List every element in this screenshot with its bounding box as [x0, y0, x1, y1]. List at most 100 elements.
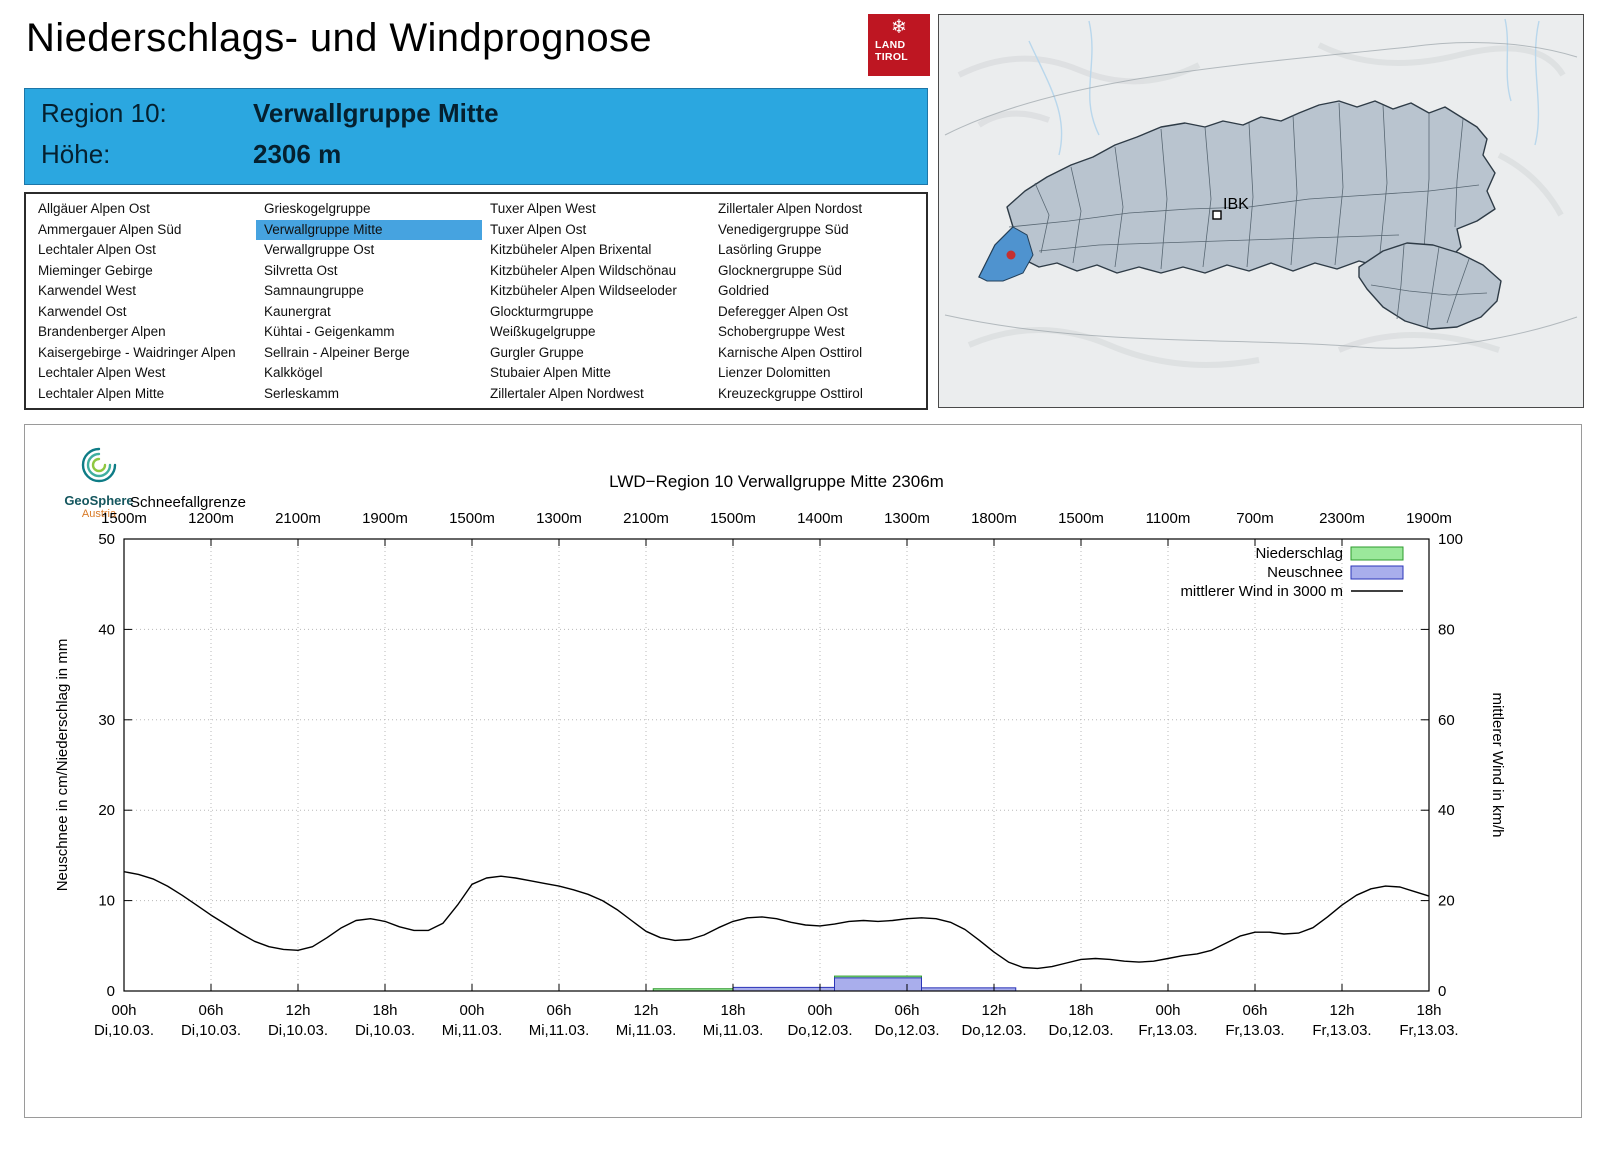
region-list-item[interactable]: Ammergauer Alpen Süd: [38, 221, 182, 237]
land-logo-line2: TIROL: [875, 50, 908, 63]
region-list-item[interactable]: Verwallgruppe Ost: [264, 242, 375, 257]
snowline-value: 1900m: [1406, 510, 1452, 527]
region-list-item[interactable]: Zillertaler Alpen Nordwest: [490, 385, 644, 401]
y-tick-label-right: 0: [1438, 983, 1446, 1000]
snowline-label: Schneefallgrenze: [130, 494, 246, 511]
page-title: Niederschlags- und Windprognose: [26, 16, 653, 60]
region-list-item[interactable]: Glockturmgruppe: [490, 303, 594, 319]
region-list-item[interactable]: Lasörling Gruppe: [718, 242, 822, 257]
x-tick-label-time: 12h: [981, 1002, 1006, 1019]
x-tick-label-date: Di,10.03.: [268, 1022, 328, 1039]
region-list-column: Tuxer Alpen West Tuxer Alpen Ost Kitzbühel…: [482, 199, 710, 408]
y-tick-label-right: 20: [1438, 893, 1455, 910]
region-list-item[interactable]: Lechtaler Alpen Mitte: [38, 385, 165, 401]
region-list-item[interactable]: Kaunergrat: [264, 303, 331, 319]
region-list-item[interactable]: Karnische Alpen Osttirol: [718, 344, 863, 360]
region-list-item[interactable]: Sellrain - Alpeiner Berge: [264, 344, 410, 360]
legend-label: mittlerer Wind in 3000 m: [1180, 583, 1343, 600]
y-axis-label-right: mittlerer Wind in km/h: [1489, 692, 1506, 837]
chart-title: LWD−Region 10 Verwallgruppe Mitte 2306m: [609, 472, 944, 491]
region-list-item[interactable]: Samnaungruppe: [264, 283, 364, 298]
forecast-chart-panel: GeoSphere Austria 00h Di,10.03. 1500m 06h Di…: [24, 424, 1582, 1118]
tirol-eagle-icon: ❄: [891, 17, 907, 38]
region-list: Allgäuer Alpen Ost Ammergauer Alpen Süd Le…: [24, 192, 928, 410]
region-list-item[interactable]: Kitzbüheler Alpen Brixental: [490, 242, 652, 257]
land-tirol-logo: ❄ LAND TIROL: [868, 14, 930, 76]
y-tick-label-left: 50: [98, 531, 115, 548]
x-tick-label-date: Fr,13.03.: [1399, 1022, 1458, 1039]
x-tick-label-date: Do,12.03.: [1048, 1022, 1113, 1039]
y-tick-label-right: 40: [1438, 802, 1455, 819]
snowline-value: 1800m: [971, 510, 1017, 527]
snow-bar: [834, 977, 922, 992]
x-tick-label-time: 18h: [372, 1002, 397, 1019]
region-list-item[interactable]: Goldried: [718, 283, 770, 298]
region-list-item[interactable]: Kreuzeckgruppe Osttirol: [718, 385, 863, 401]
legend-swatch: [1350, 546, 1404, 561]
region-header: Region 10: Verwallgruppe Mitte Höhe: 230…: [24, 88, 928, 185]
north-tirol-shape: [978, 100, 1496, 278]
y-tick-label-left: 20: [98, 802, 115, 819]
region-list-item[interactable]: Venedigergruppe Süd: [718, 221, 849, 237]
region-list-item[interactable]: Mieminger Gebirge: [38, 262, 153, 278]
region-list-item[interactable]: Karwendel West: [38, 283, 137, 298]
x-tick-label-date: Fr,13.03.: [1312, 1022, 1371, 1039]
geosphere-logo: GeoSphere Austria: [55, 443, 143, 520]
x-tick-label-date: Mi,11.03.: [529, 1022, 590, 1039]
map-north-tirol: [978, 100, 1496, 282]
region-boundaries: [1008, 102, 1480, 270]
x-tick-label-time: 06h: [894, 1002, 919, 1019]
y-axis-label-left: Neuschnee in cm/Niederschlag in mm: [54, 639, 71, 892]
region-list-item[interactable]: Deferegger Alpen Ost: [718, 303, 848, 319]
region-list-item[interactable]: Allgäuer Alpen Ost: [38, 201, 150, 216]
region-list-item[interactable]: Kühtai - Geigenkamm: [264, 324, 395, 339]
region-list-column: Allgäuer Alpen Ost Ammergauer Alpen Süd Le…: [30, 199, 256, 408]
region-list-item[interactable]: Tuxer Alpen Ost: [490, 221, 587, 237]
region-list-item[interactable]: Tuxer Alpen West: [490, 201, 596, 216]
region-list-item[interactable]: Gurgler Gruppe: [490, 344, 584, 360]
region-list-item[interactable]: Lienzer Dolomitten: [718, 365, 831, 380]
x-tick-label-date: Di,10.03.: [94, 1022, 154, 1039]
snowline-value: 2100m: [623, 510, 669, 527]
region-list-item[interactable]: Glocknergruppe Süd: [718, 262, 842, 278]
x-tick-label-time: 18h: [720, 1002, 745, 1019]
snowline-value: 1500m: [1058, 510, 1104, 527]
region-list-item[interactable]: Zillertaler Alpen Nordost: [718, 201, 863, 216]
snowline-value: 1400m: [797, 510, 843, 527]
region-list-item[interactable]: Kitzbüheler Alpen Wildschönau: [490, 262, 677, 278]
y-tick-label-left: 0: [107, 983, 115, 1000]
snowline-value: 1500m: [710, 510, 756, 527]
region-list-item[interactable]: Lechtaler Alpen Ost: [38, 242, 156, 257]
region-list-item[interactable]: Kitzbüheler Alpen Wildseeloder: [490, 283, 677, 298]
region-list-item[interactable]: Grieskogelgruppe: [264, 201, 371, 216]
region-list-item[interactable]: Stubaier Alpen Mitte: [490, 365, 611, 380]
altitude-row: Höhe: 2306 m: [41, 139, 927, 180]
region-list-item[interactable]: Lechtaler Alpen West: [38, 365, 166, 380]
region-list-item[interactable]: Schobergruppe West: [718, 324, 845, 339]
x-tick-label-time: 18h: [1416, 1002, 1441, 1019]
map-rivers: [1028, 18, 1540, 156]
region-list-column: Zillertaler Alpen Nordost Venedigergruppe…: [710, 199, 926, 408]
x-tick-label-date: Mi,11.03.: [703, 1022, 764, 1039]
region-list-item-selected[interactable]: Verwallgruppe Mitte: [256, 219, 482, 240]
region-list-item[interactable]: Kaisergebirge - Waidringer Alpen: [38, 344, 236, 360]
x-tick-label-time: 00h: [807, 1002, 832, 1019]
region-list-item[interactable]: Serleskamm: [264, 385, 340, 401]
x-tick-label-date: Do,12.03.: [961, 1022, 1026, 1039]
snowline-value: 1300m: [536, 510, 582, 527]
station-marker-dot: [1006, 250, 1016, 260]
x-tick-label-time: 12h: [633, 1002, 658, 1019]
x-tick-label-time: 06h: [1242, 1002, 1267, 1019]
region-list-item[interactable]: Brandenberger Alpen: [38, 324, 166, 339]
region-list-item[interactable]: Kalkkögel: [264, 365, 323, 380]
x-tick-label-date: Mi,11.03.: [616, 1022, 677, 1039]
snowline-value: 1500m: [101, 510, 147, 527]
region-list-item[interactable]: Silvretta Ost: [264, 262, 338, 278]
altitude-value: 2306 m: [253, 139, 342, 169]
region-list-item[interactable]: Weißkugelgruppe: [490, 324, 596, 339]
region-list-item[interactable]: Karwendel Ost: [38, 303, 127, 319]
geosphere-name: GeoSphere: [64, 493, 134, 508]
forecast-chart: 00h Di,10.03. 1500m 06h Di,10.03. 1200m 12h Di,…: [54, 472, 1506, 1039]
east-region-boundaries: [1370, 244, 1488, 328]
y-tick-label-right: 100: [1438, 531, 1463, 548]
